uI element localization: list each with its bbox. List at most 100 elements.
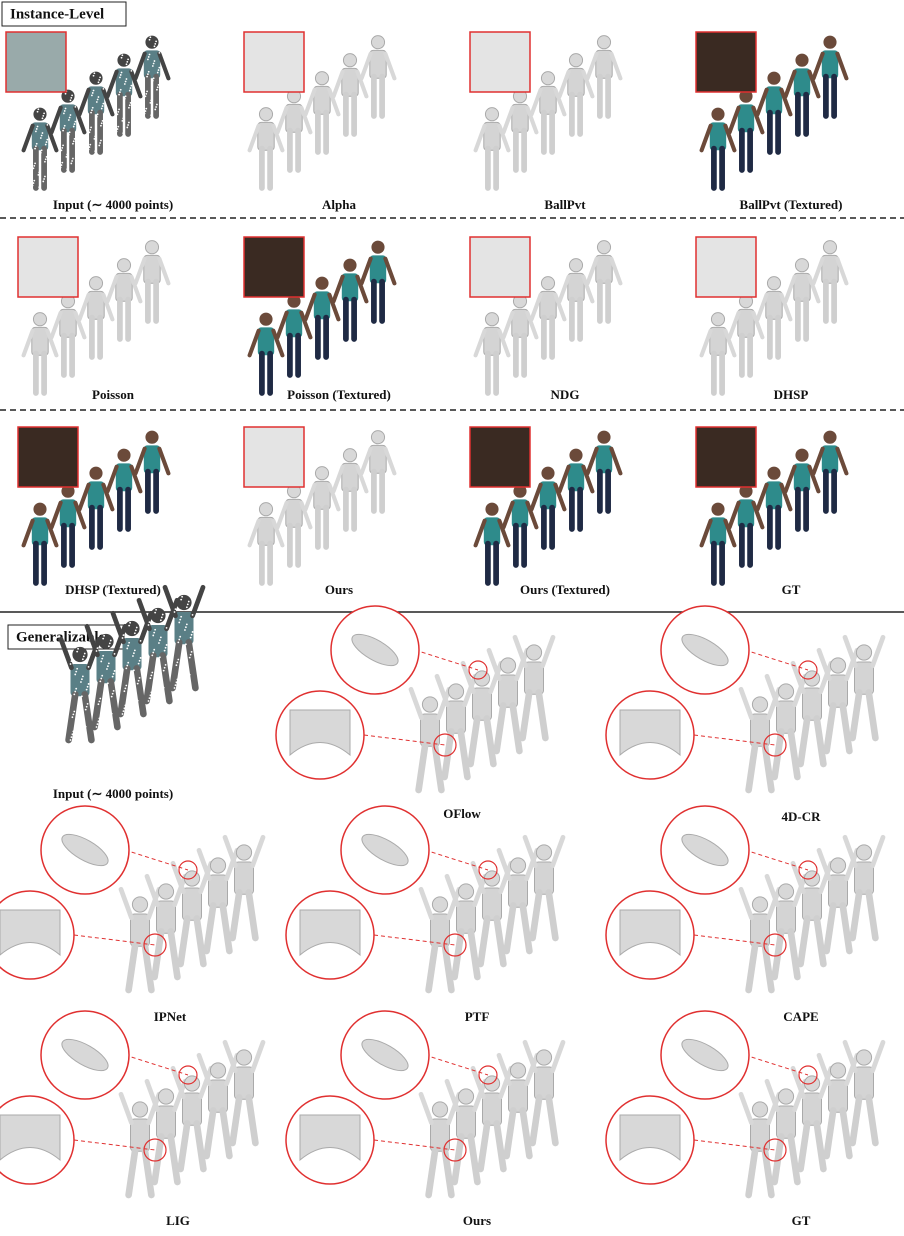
point: [97, 723, 99, 725]
point: [121, 120, 123, 122]
point: [100, 661, 102, 663]
point: [123, 634, 125, 636]
point: [38, 172, 40, 174]
point: [98, 79, 100, 81]
point: [135, 630, 137, 632]
head: [830, 658, 845, 673]
point: [137, 683, 139, 685]
head: [541, 277, 554, 290]
point: [81, 695, 83, 697]
point: [116, 65, 118, 67]
point: [46, 141, 48, 143]
point: [176, 661, 178, 663]
point: [86, 689, 88, 691]
head: [259, 313, 272, 326]
point: [158, 69, 160, 71]
point: [79, 718, 81, 720]
point: [117, 111, 119, 113]
head: [150, 608, 165, 623]
point: [98, 96, 100, 98]
point: [76, 651, 78, 653]
point: [71, 160, 73, 162]
point: [70, 114, 72, 116]
point: [165, 664, 167, 666]
point: [65, 156, 67, 158]
point: [108, 662, 110, 664]
point: [150, 677, 152, 679]
point: [150, 694, 152, 696]
point: [183, 649, 185, 651]
point: [153, 77, 155, 79]
point: [137, 700, 139, 702]
point: [127, 662, 129, 664]
point: [144, 113, 146, 115]
point: [155, 106, 157, 108]
point: [134, 632, 136, 634]
head: [823, 241, 836, 254]
head: [597, 36, 610, 49]
point: [175, 684, 177, 686]
point: [121, 72, 123, 74]
point: [161, 693, 163, 695]
point: [165, 647, 167, 649]
point: [97, 99, 99, 101]
panel-caption: Ours: [463, 1213, 491, 1228]
point: [178, 622, 180, 624]
point: [157, 662, 159, 664]
point: [181, 596, 183, 598]
point: [126, 127, 128, 129]
point: [120, 74, 122, 76]
point: [99, 698, 101, 700]
zoom-inset: [6, 32, 66, 92]
point: [64, 125, 66, 127]
point: [98, 718, 100, 720]
point: [61, 164, 63, 166]
point: [133, 652, 135, 654]
point: [94, 136, 96, 138]
point: [116, 131, 118, 133]
point: [31, 187, 33, 189]
point: [128, 625, 130, 627]
point: [192, 614, 194, 616]
point: [149, 39, 151, 41]
point: [46, 156, 48, 158]
zoom-inset: [18, 427, 78, 487]
point: [154, 629, 156, 631]
point: [129, 104, 131, 106]
point: [158, 52, 160, 54]
point: [70, 99, 72, 101]
point: [83, 732, 85, 734]
head: [432, 1102, 447, 1117]
point: [71, 94, 73, 96]
point: [70, 739, 72, 741]
point: [60, 101, 62, 103]
point: [188, 601, 190, 603]
point: [128, 642, 130, 644]
point: [32, 119, 34, 121]
point: [92, 92, 94, 94]
point: [114, 670, 116, 672]
panel-caption: Poisson: [92, 387, 135, 402]
point: [74, 106, 76, 108]
point: [64, 110, 66, 112]
head: [795, 54, 808, 67]
head: [569, 449, 582, 462]
point: [69, 117, 71, 119]
point: [146, 91, 148, 93]
zoom-inset: [244, 237, 304, 297]
point: [140, 657, 142, 659]
point: [143, 50, 145, 52]
point: [71, 660, 73, 662]
point: [90, 112, 92, 114]
panel-caption: BallPvt: [544, 197, 586, 212]
point: [73, 126, 75, 128]
point: [174, 687, 176, 689]
point: [151, 97, 153, 99]
point: [68, 119, 70, 121]
panel-caption: Input (∼ 4000 points): [53, 786, 173, 801]
head: [89, 277, 102, 290]
point: [98, 720, 100, 722]
point: [96, 116, 98, 118]
point: [68, 134, 70, 136]
point: [134, 649, 136, 651]
